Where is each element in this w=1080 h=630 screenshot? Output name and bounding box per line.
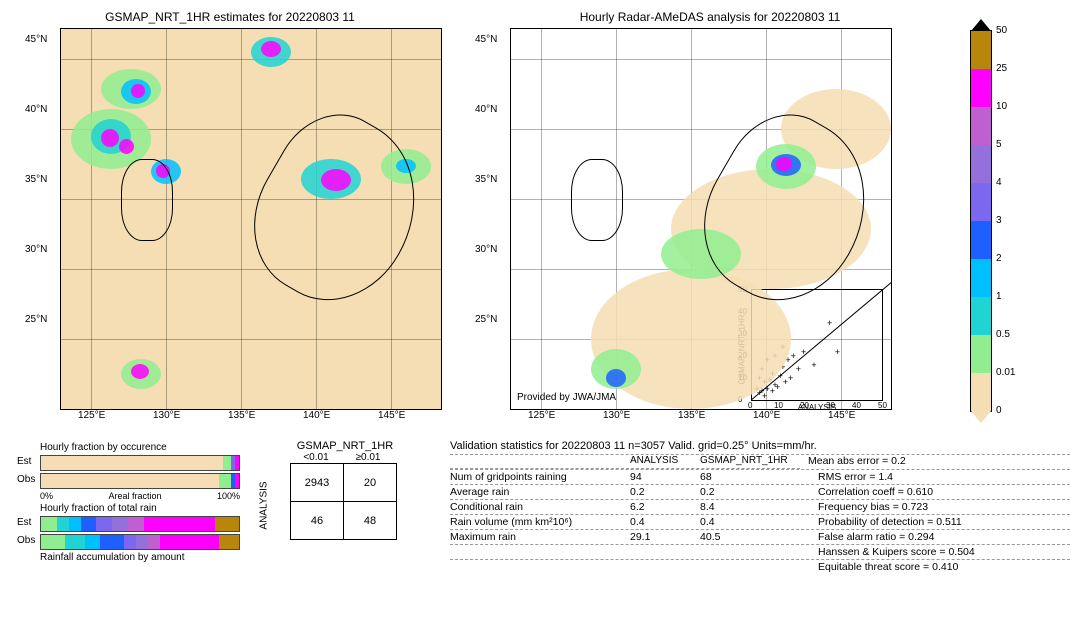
fraction-segment [124,535,136,549]
coastline-korea [121,159,173,241]
scatter-point: + [788,375,793,381]
fraction-segment [160,535,219,549]
fraction-occ-est: Est [40,455,240,471]
panel1-title: GSMAP_NRT_1HR estimates for 20220803 11 [10,10,450,24]
gsmap-map-panel: GSMAP_NRT_1HR estimates for 20220803 11 … [10,10,450,430]
colorbar-segment [971,69,991,107]
fraction-segment [57,517,69,531]
fraction-segment [112,517,128,531]
fraction-segment [41,474,219,488]
colorbar-tick: 0.01 [996,367,1015,378]
fraction-segment [144,517,215,531]
stats-row: Maximum rain29.140.5False alarm ratio = … [450,529,1070,544]
jma-attribution: Provided by JWA/JMA [517,392,616,403]
fraction-title-2: Hourly fraction of total rain [40,503,240,514]
fraction-panel: Hourly fraction by occurence Est Obs 0% … [40,440,240,620]
contingency-panel: GSMAP_NRT_1HR <0.01 ≥0.01 ANALYSIS 29432… [260,440,430,620]
panel2-title: Hourly Radar-AMeDAS analysis for 2022080… [460,10,960,24]
fraction-segment [100,535,124,549]
colorbar-segment [971,259,991,297]
colorbar-tick: 10 [996,101,1007,112]
coastline-korea [571,159,623,241]
colorbar-segment [971,107,991,145]
colorbar-segment [971,297,991,335]
colorbar-tick: 1 [996,291,1002,302]
fraction-tot-est: Est [40,516,240,532]
colorbar-tick: 4 [996,177,1002,188]
fraction-segment [128,517,144,531]
fraction-segment [85,535,101,549]
colorbar-underflow-icon [971,411,991,423]
fraction-segment [215,517,239,531]
fraction-segment [136,535,148,549]
fraction-tot-obs: Obs [40,534,240,550]
fraction-segment [148,535,160,549]
colorbar-tick: 2 [996,253,1002,264]
scatter-point: + [796,366,801,372]
stats-panel: Validation statistics for 20220803 11 n=… [450,440,1070,620]
precip-blob [101,129,119,147]
stats-row: Equitable threat score = 0.410 [450,559,1070,574]
stats-row: Num of gridpoints raining9468RMS error =… [450,469,1070,484]
colorbar: 502510543210.50.010 [970,30,992,412]
scatter-point: + [783,379,788,385]
stats-row: Rain volume (mm km²10⁶)0.40.4Probability… [450,514,1070,529]
fraction-segment [235,456,239,470]
stats-title: Validation statistics for 20220803 11 n=… [450,440,1070,452]
scatter-point: + [791,353,796,359]
colorbar-overflow-icon [971,19,991,31]
contingency-table: 294320 4648 [290,463,397,540]
colorbar-segment [971,145,991,183]
contingency-ylabel: ANALYSIS [259,481,270,529]
stats-row: Conditional rain6.28.4Frequency bias = 0… [450,499,1070,514]
stats-row: Hanssen & Kuipers score = 0.504 [450,544,1070,559]
panel2-frame: Provided by JWA/JMA ANALYSIS GSMAP_NRT_1… [510,28,892,410]
fraction-segment [96,517,112,531]
stats-row: Average rain0.20.2Correlation coeff = 0.… [450,484,1070,499]
fraction-segment [81,517,97,531]
precip-blob [119,139,134,154]
fraction-segment [219,535,239,549]
scatter-point: + [835,349,840,355]
fraction-segment [65,535,85,549]
colorbar-tick: 50 [996,25,1007,36]
fraction-segment [69,517,81,531]
fraction-segment [41,517,57,531]
colorbar-container: 50 25 10 5 4 3 2 1 0.5 0.01 0 [970,10,1070,430]
fraction-title-1: Hourly fraction by occurence [40,442,240,453]
colorbar-segment [971,221,991,259]
fraction-occ-obs: Obs [40,473,240,489]
scatter-point: + [827,320,832,326]
scatter-point: + [801,349,806,355]
fraction-segment [41,456,223,470]
colorbar-segment [971,335,991,373]
fraction-title-3: Rainfall accumulation by amount [40,552,240,563]
bottom-row: Hourly fraction by occurence Est Obs 0% … [10,440,1070,620]
fraction-segment [223,456,231,470]
precip-blob [606,369,626,387]
colorbar-tick: 3 [996,215,1002,226]
scatter-point: + [811,362,816,368]
contingency-title: GSMAP_NRT_1HR [260,440,430,452]
fraction-segment [41,535,65,549]
colorbar-segment [971,373,991,411]
colorbar-tick: 0 [996,405,1002,416]
precip-blob [131,364,149,379]
fraction-segment [235,474,239,488]
colorbar-tick: 25 [996,63,1007,74]
radar-map-panel: Hourly Radar-AMeDAS analysis for 2022080… [460,10,960,430]
colorbar-segment [971,183,991,221]
fraction-segment [219,474,231,488]
precip-blob [131,84,145,98]
scatter-point: + [770,388,775,394]
panel1-frame [60,28,442,410]
colorbar-segment [971,31,991,69]
colorbar-tick: 0.5 [996,329,1010,340]
precip-blob [261,41,281,57]
colorbar-tick: 5 [996,139,1002,150]
